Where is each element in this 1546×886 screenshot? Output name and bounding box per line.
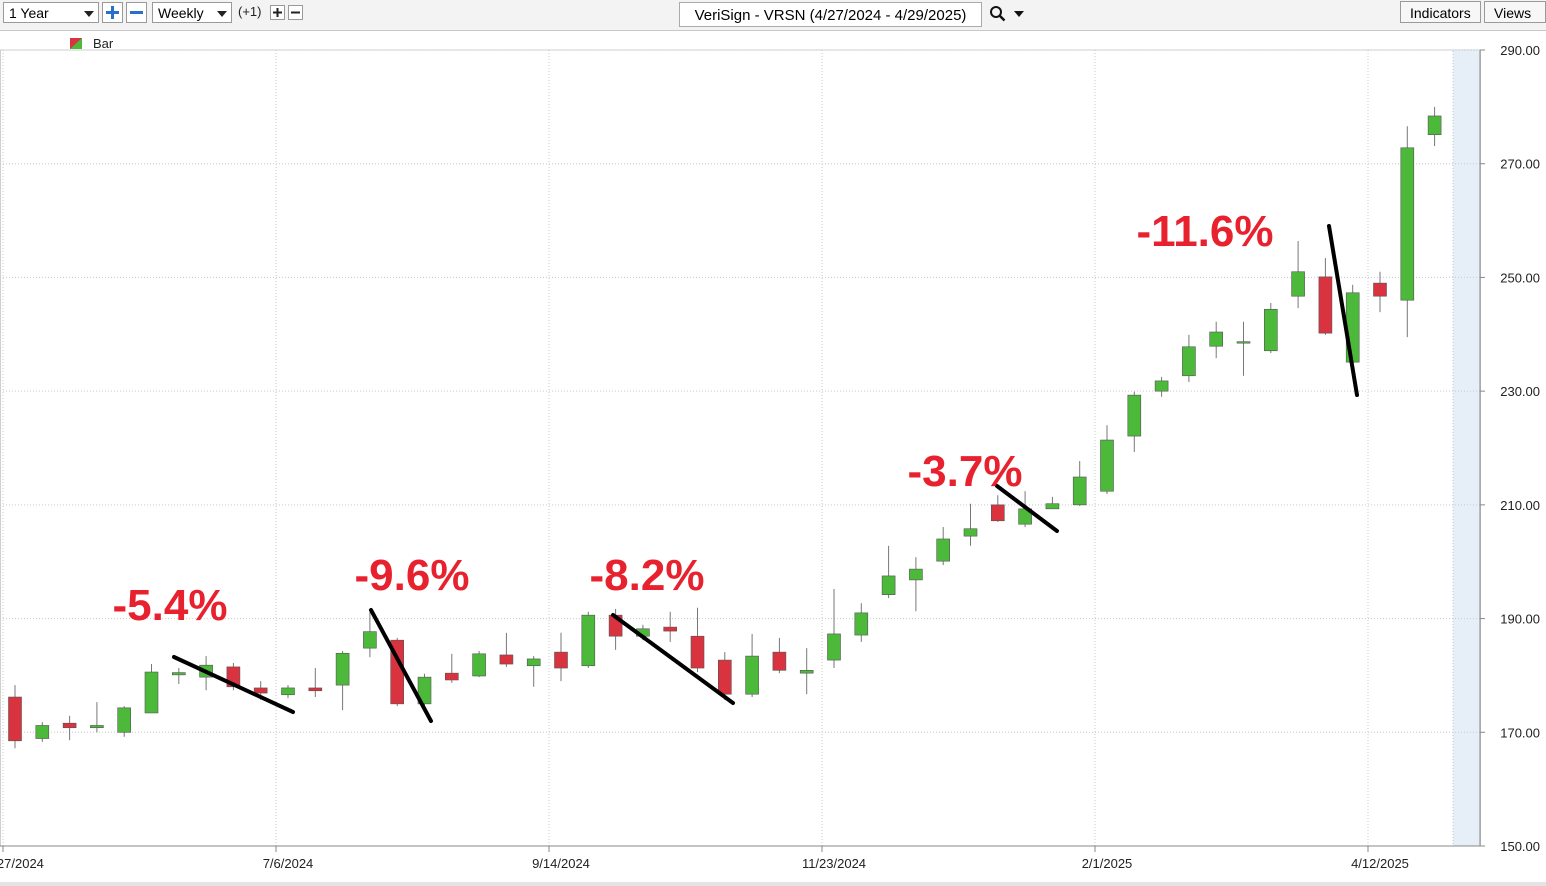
annotation: -5.4% xyxy=(113,581,228,630)
zoom-in-button[interactable] xyxy=(102,2,123,23)
x-tick-label: 4/12/2025 xyxy=(1351,856,1409,871)
y-tick-label: 270.00 xyxy=(1500,157,1540,172)
plus-icon xyxy=(273,8,282,17)
candle-body xyxy=(554,651,568,669)
candle-body xyxy=(854,612,869,636)
x-tick-label: 11/23/2024 xyxy=(802,856,866,871)
legend-icon-down xyxy=(70,38,82,49)
legend-label: Bar xyxy=(93,36,114,51)
candle-body xyxy=(881,575,896,595)
x-tick-label: 2/1/2025 xyxy=(1082,856,1133,871)
candle-body xyxy=(772,651,787,671)
candle-body xyxy=(717,659,732,695)
candle-body xyxy=(335,652,350,686)
y-tick-label: 150.00 xyxy=(1500,839,1540,854)
candle-body xyxy=(144,671,159,714)
minus-icon xyxy=(291,11,300,14)
candle-body xyxy=(8,696,22,742)
candle-body xyxy=(1045,503,1060,510)
offset-plus[interactable] xyxy=(270,5,285,20)
plot-frame xyxy=(0,49,1481,847)
x-tick-label: 4/27/2024 xyxy=(0,856,44,871)
candle-body xyxy=(1182,346,1196,377)
candle-body xyxy=(1072,476,1087,506)
zoom-out-button[interactable] xyxy=(126,2,147,23)
candle-body xyxy=(963,528,978,537)
candle-body xyxy=(281,687,295,696)
period-select[interactable]: 1 Year xyxy=(3,2,99,23)
candle-body xyxy=(1236,341,1251,344)
candle-body xyxy=(499,654,514,665)
annotation: -11.6% xyxy=(1137,207,1274,256)
minus-icon xyxy=(130,11,143,14)
candle-body xyxy=(1400,147,1415,301)
x-tick-label: 9/14/2024 xyxy=(532,856,590,871)
offset-minus[interactable] xyxy=(288,5,303,20)
candle-body xyxy=(117,707,131,733)
y-tick-label: 170.00 xyxy=(1500,725,1540,740)
candle-body xyxy=(1209,331,1223,347)
trend-line xyxy=(995,484,1059,533)
annotation: -3.7% xyxy=(908,447,1023,496)
candle-body xyxy=(581,614,596,667)
candle-body xyxy=(1373,282,1387,297)
candle-body xyxy=(417,676,432,705)
candle-body xyxy=(444,672,459,681)
chart: 150.00 170.00 190.00 210.00 230.00 250.00 270.… xyxy=(0,36,1546,886)
trend-line xyxy=(369,608,433,723)
annotation: -9.6% xyxy=(355,551,470,600)
y-tick-label: 250.00 xyxy=(1500,270,1540,285)
views-button[interactable]: Views xyxy=(1484,1,1546,23)
candle-body xyxy=(90,725,104,729)
offset-label: (+1) xyxy=(238,4,262,19)
toolbar: 1 Year Weekly (+1) VeriSign - VRSN (4/27… xyxy=(0,0,1546,31)
trend-line xyxy=(172,655,295,714)
y-tick-label: 290.00 xyxy=(1500,43,1540,58)
candle-body xyxy=(663,626,678,632)
candle-body xyxy=(1318,276,1333,334)
annotation: -8.2% xyxy=(590,551,705,600)
y-tick-label: 230.00 xyxy=(1500,384,1540,399)
candle-body xyxy=(172,672,186,676)
candle-body xyxy=(827,633,841,661)
candle-body xyxy=(909,568,923,581)
candle-body xyxy=(253,687,268,694)
future-area xyxy=(1452,49,1481,847)
candle-body xyxy=(526,658,541,667)
candle-body xyxy=(1154,380,1169,392)
plus-icon xyxy=(106,6,119,19)
scrollbar xyxy=(0,882,1546,886)
candle-body xyxy=(1127,394,1142,437)
symbol-title[interactable]: VeriSign - VRSN (4/27/2024 - 4/29/2025) xyxy=(679,2,982,27)
candle-body xyxy=(936,538,951,562)
y-tick-label: 210.00 xyxy=(1500,498,1540,513)
candle-body xyxy=(35,725,50,739)
candle-body xyxy=(1100,439,1114,492)
candle-body xyxy=(1264,308,1278,352)
candle-body xyxy=(690,635,705,669)
candle-body xyxy=(799,670,814,674)
candle-body xyxy=(363,631,377,649)
candle-body xyxy=(308,687,323,692)
candle-body xyxy=(1427,115,1442,136)
search-icon[interactable] xyxy=(988,4,1028,24)
candle-body xyxy=(62,722,77,729)
candle-body xyxy=(472,653,486,677)
trend-line xyxy=(1327,224,1359,397)
interval-select[interactable]: Weekly xyxy=(152,2,232,23)
candle-body xyxy=(990,504,1005,522)
x-tick-label: 7/6/2024 xyxy=(263,856,314,871)
candle-body xyxy=(1291,271,1305,297)
trend-line xyxy=(611,613,735,705)
indicators-button[interactable]: Indicators xyxy=(1400,1,1481,23)
y-tick-label: 190.00 xyxy=(1500,612,1540,627)
candle-body xyxy=(745,655,759,695)
